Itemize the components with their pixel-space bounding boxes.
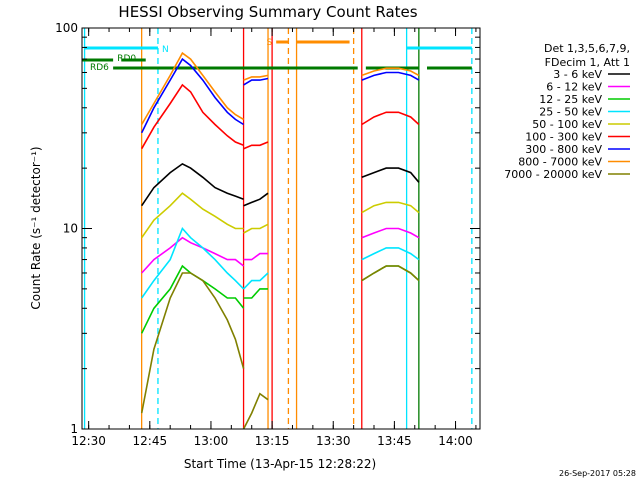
series-line-1-segment-1 [243, 252, 268, 261]
series-line-5-segment-2 [361, 111, 420, 126]
series-line-1-segment-0 [141, 236, 245, 274]
legend-label-2: 12 - 25 keV [539, 93, 602, 106]
series-line-0-segment-0 [141, 162, 244, 207]
annotation-label-rd0: RD0 [117, 54, 136, 64]
series-line-7-segment-2 [361, 67, 420, 77]
y-tick-label-0: 1 [70, 422, 78, 436]
x-tick-label-1: 12:45 [133, 434, 168, 448]
series-line-8-segment-1 [242, 392, 269, 430]
series-line-3-segment-0 [141, 226, 245, 299]
legend-label-8: 7000 - 20000 keV [504, 168, 602, 181]
series-line-1-segment-2 [361, 227, 420, 239]
y-axis: 1 10 100 [55, 21, 480, 436]
series-line-3-segment-2 [361, 247, 420, 261]
series-line-8-segment-0 [140, 272, 245, 414]
y-tick-label-1: 10 [63, 222, 78, 236]
series-line-2-segment-1 [243, 288, 268, 299]
legend-label-1: 6 - 12 keV [546, 81, 602, 94]
annotation-label-s: S [266, 38, 272, 48]
y-tick-label-2: 100 [55, 21, 78, 35]
series-line-7-segment-1 [243, 74, 269, 81]
series-line-0-segment-1 [243, 192, 269, 207]
legend-label-6: 300 - 800 keV [525, 143, 602, 156]
series-line-8-segment-2 [361, 265, 420, 282]
series-line-6-segment-0 [140, 57, 245, 134]
legend-label-0: 3 - 6 keV [553, 68, 602, 81]
legend-label-3: 25 - 50 keV [539, 106, 602, 119]
series-line-7-segment-0 [141, 51, 245, 125]
series-line-4-segment-1 [243, 223, 269, 234]
series-line-5-segment-0 [141, 83, 244, 150]
series-line-5-segment-1 [243, 141, 269, 150]
legend: Det 1,3,5,6,7,9, FDecim 1, Att 1 3 - 6 k… [504, 42, 630, 181]
x-tick-label-6: 14:00 [438, 434, 473, 448]
x-tick-label-4: 13:30 [316, 434, 351, 448]
legend-label-7: 800 - 7000 keV [518, 156, 602, 169]
series-line-4-segment-2 [361, 201, 420, 214]
x-tick-label-2: 13:00 [194, 434, 229, 448]
series-line-0-segment-2 [361, 167, 420, 183]
series-line-3-segment-1 [243, 272, 269, 290]
legend-label-4: 50 - 100 keV [532, 118, 602, 131]
y-axis-label: Count Rate (s⁻¹ detector⁻¹) [29, 146, 43, 309]
series-line-6-segment-2 [361, 71, 420, 81]
legend-header-line-2: FDecim 1, Att 1 [545, 56, 630, 69]
series-line-4-segment-0 [141, 192, 244, 239]
x-tick-label-5: 13:45 [377, 434, 412, 448]
x-tick-label-3: 13:15 [255, 434, 290, 448]
series-line-6-segment-1 [243, 77, 269, 86]
legend-label-5: 100 - 300 keV [525, 131, 602, 144]
chart-title: HESSI Observing Summary Count Rates [118, 3, 417, 21]
annotation-label-rd6: RD6 [90, 63, 109, 73]
footer-timestamp: 26-Sep-2017 05:28 [559, 469, 636, 478]
x-tick-label-0: 12:30 [71, 434, 106, 448]
annotation-label-n: N [162, 45, 169, 55]
plot-area: N RD0 RD6 S [82, 28, 473, 430]
x-axis: 12:30 12:45 13:00 13:15 13:30 13:45 14:00 [71, 28, 477, 448]
legend-header-line-1: Det 1,3,5,6,7,9, [544, 42, 630, 55]
x-axis-label: Start Time (13-Apr-15 12:28:22) [184, 457, 376, 471]
